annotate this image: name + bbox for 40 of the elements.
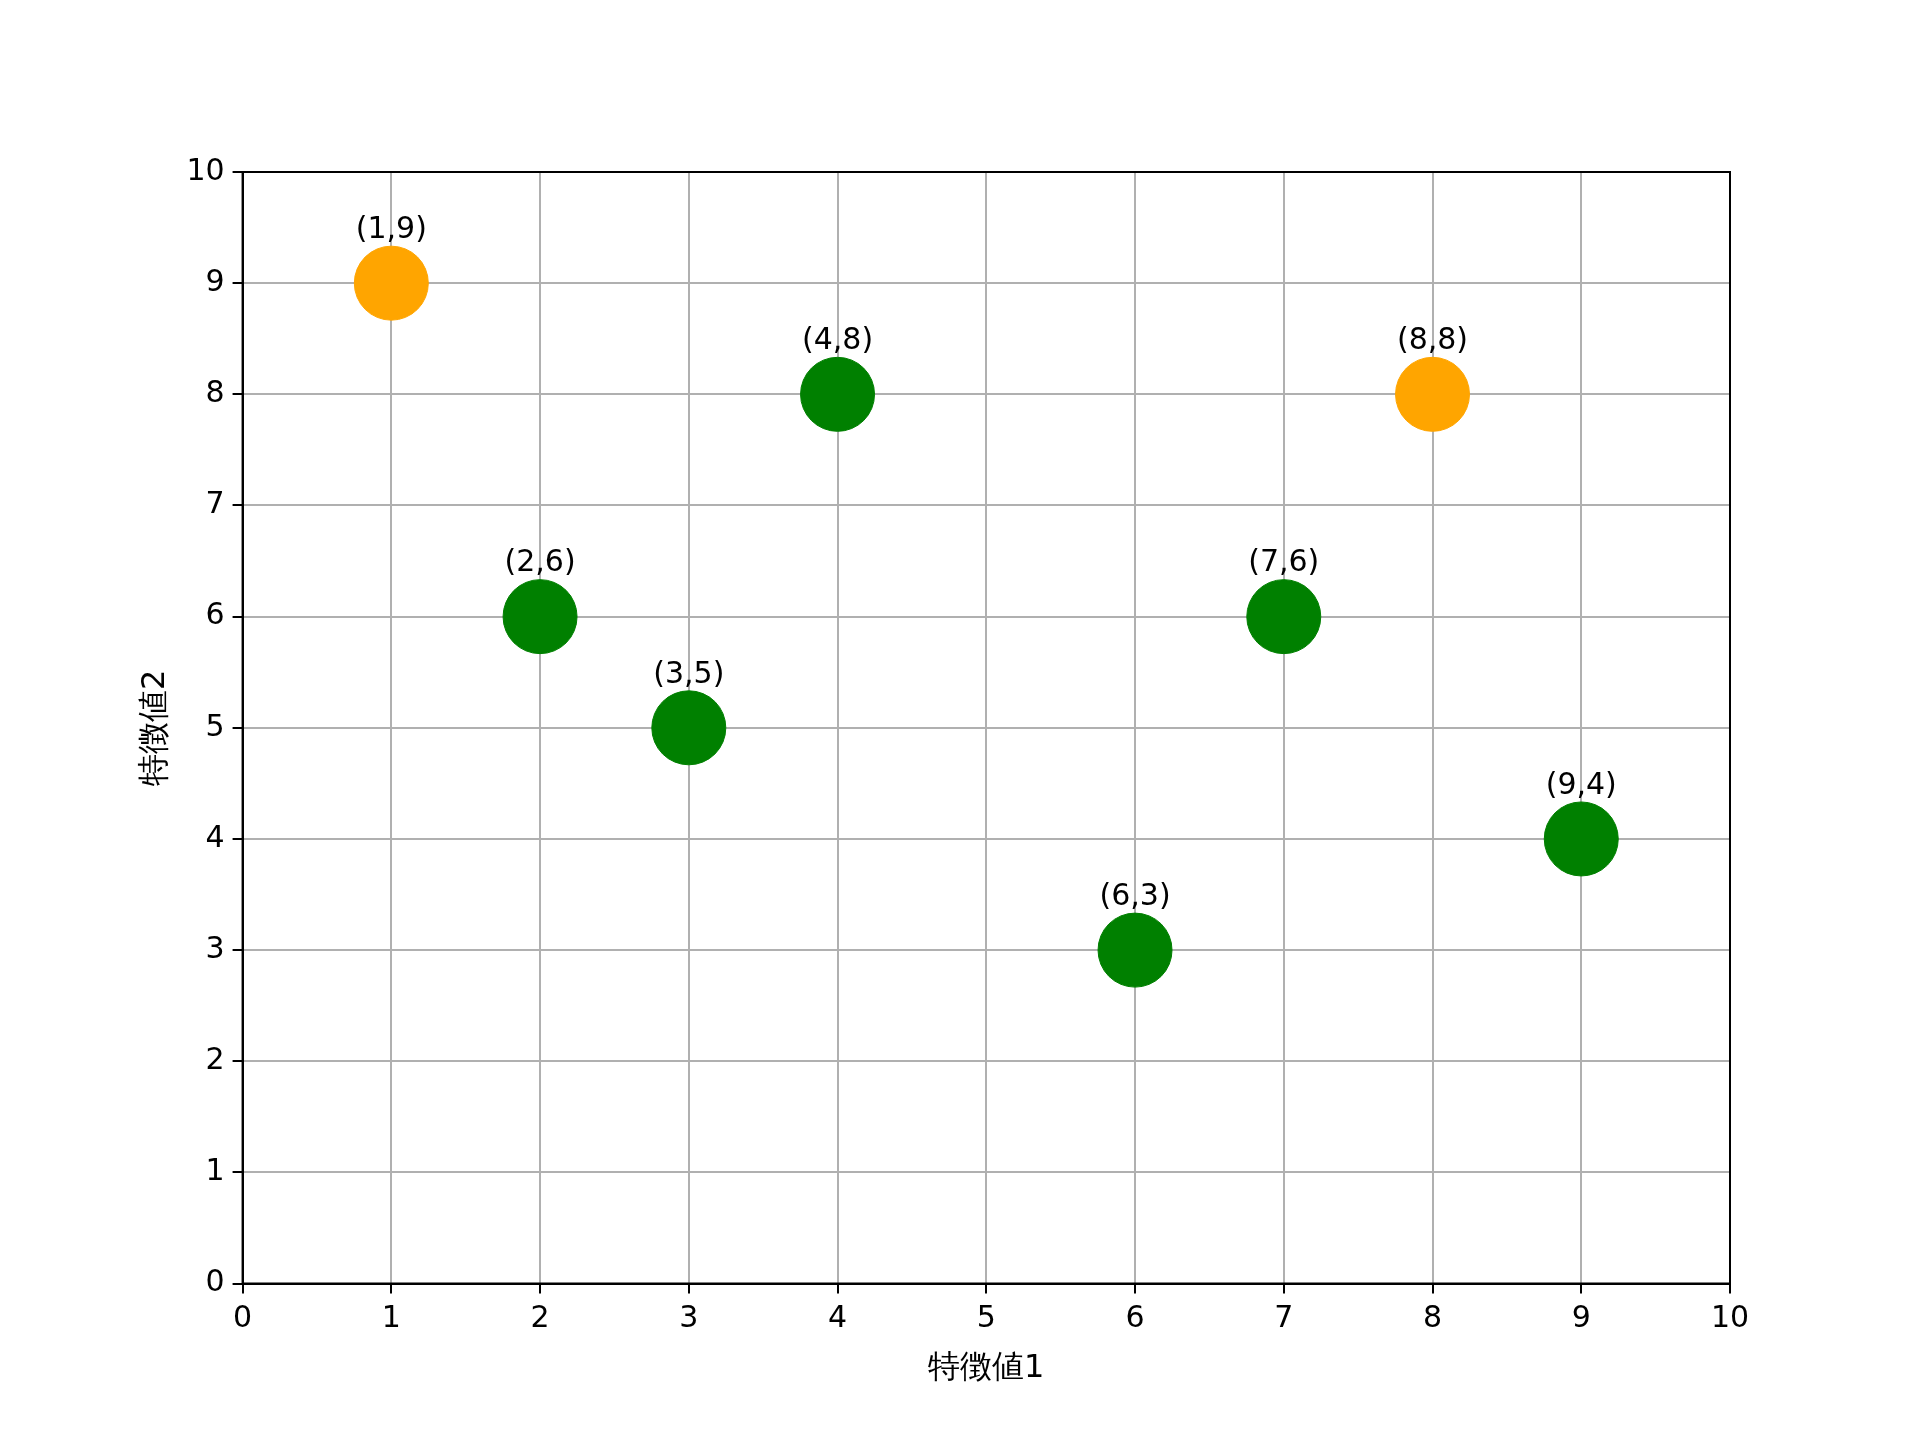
annotation: (9,4) xyxy=(1545,765,1617,801)
y-tick-label: 0 xyxy=(205,1263,225,1299)
point xyxy=(1395,356,1471,432)
point xyxy=(651,690,727,766)
x-tick-label: 9 xyxy=(1571,1299,1591,1335)
annotation: (8,8) xyxy=(1396,321,1469,357)
y-tick-label: 7 xyxy=(205,485,225,521)
x-tick-label: 8 xyxy=(1422,1299,1443,1335)
point xyxy=(1097,912,1173,988)
x-tick-label: 3 xyxy=(679,1299,699,1335)
x-tick-label: 5 xyxy=(976,1299,996,1335)
annotation: (7,6) xyxy=(1248,543,1320,579)
annotation: (2,6) xyxy=(504,543,576,579)
y-tick-label: 6 xyxy=(205,596,225,632)
x-tick-label: 2 xyxy=(530,1299,550,1335)
annotation: (6,3) xyxy=(1099,876,1171,912)
point xyxy=(353,245,429,321)
x-tick-label: 7 xyxy=(1274,1299,1294,1335)
y-tick-label: 9 xyxy=(205,262,225,298)
x-tick-label: 4 xyxy=(828,1299,848,1335)
y-tick-label: 4 xyxy=(205,818,225,854)
y-tick-label: 10 xyxy=(186,151,225,187)
x-tick-label: 1 xyxy=(381,1299,401,1335)
y-tick-label: 3 xyxy=(205,929,225,965)
y-tick-label: 8 xyxy=(205,374,225,410)
y-tick-label: 1 xyxy=(205,1152,225,1188)
annotation: (4,8) xyxy=(801,321,874,357)
point xyxy=(502,579,578,655)
y-axis-title: 特徴値2 xyxy=(133,669,172,786)
annotation: (3,5) xyxy=(653,654,725,690)
x-tick-label: 6 xyxy=(1125,1299,1145,1335)
annotation: (1,9) xyxy=(355,209,427,245)
x-tick-label: 10 xyxy=(1710,1299,1750,1335)
point xyxy=(1246,579,1322,655)
point xyxy=(1543,801,1619,877)
y-tick-label: 2 xyxy=(205,1041,225,1077)
y-tick-label: 5 xyxy=(205,707,225,743)
x-axis-title: 特徴値1 xyxy=(928,1347,1045,1386)
point xyxy=(800,356,876,432)
x-tick-label: 0 xyxy=(233,1299,253,1335)
